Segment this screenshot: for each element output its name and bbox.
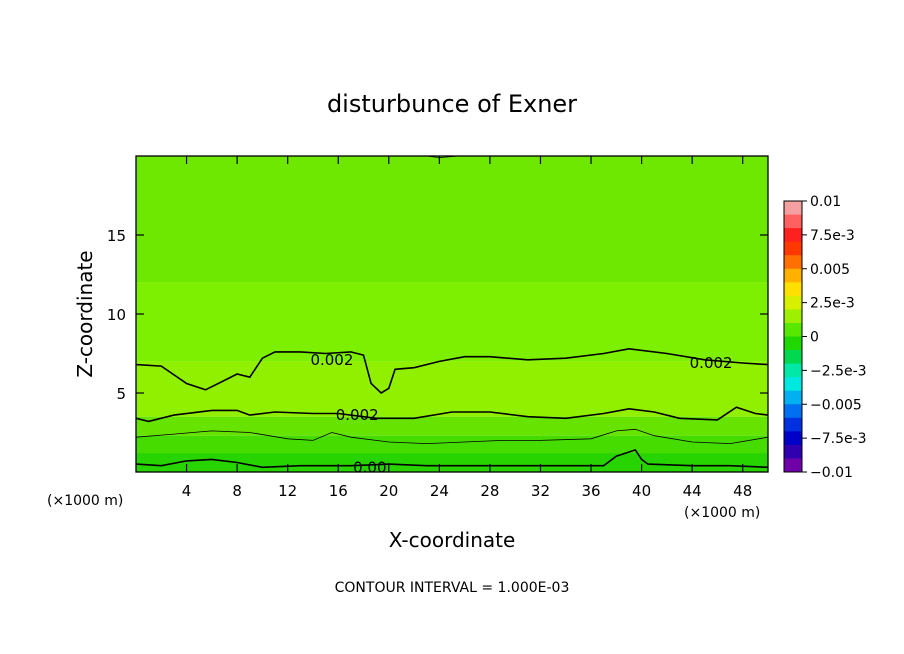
colorbar-swatch	[784, 390, 802, 405]
colorbar-swatch	[784, 363, 802, 378]
contour-line-0	[136, 347, 768, 395]
field-band-2	[136, 361, 768, 417]
x-tick-label: 40	[632, 482, 651, 500]
x-tick-label: 12	[278, 482, 297, 500]
x-tick-label: 4	[182, 482, 192, 500]
chart-title: disturbunce of Exner	[327, 90, 577, 118]
x-tick-label: 16	[329, 482, 348, 500]
contour-lines	[136, 156, 768, 469]
x-tick-label: 24	[430, 482, 449, 500]
x-tick-label: 48	[733, 482, 752, 500]
x-axis-unit-left: (×1000 m)	[47, 493, 123, 509]
colorbar-swatch	[784, 241, 802, 256]
colorbar-swatch	[784, 350, 802, 364]
colorbar-swatch	[784, 417, 802, 432]
colorbar-swatch	[784, 201, 802, 215]
x-tick-label: 20	[379, 482, 398, 500]
colorbar-swatch	[784, 458, 802, 473]
x-tick-label: 32	[531, 482, 550, 500]
colorbar-tick-label: −0.01	[810, 465, 853, 481]
colorbar-swatch	[784, 431, 802, 446]
colorbar-tick-label: −7.5e-3	[810, 431, 867, 447]
x-axis-unit-right: (×1000 m)	[684, 505, 760, 521]
colorbar-tick-label: 7.5e-3	[810, 228, 855, 244]
y-axis-label: Z-coordinate	[73, 250, 97, 377]
field-band-0	[136, 156, 768, 283]
y-tick-label: 10	[107, 306, 126, 324]
colorbar-swatch	[784, 322, 802, 337]
colorbar-swatch	[784, 268, 802, 283]
contour-line-3	[136, 448, 768, 469]
contour-label-2: 0.002	[336, 406, 379, 424]
field-band-4	[136, 435, 768, 454]
y-tick-label: 5	[116, 385, 126, 403]
x-tick-label: 44	[683, 482, 702, 500]
x-axis-label: X-coordinate	[389, 528, 516, 552]
colorbar-tick-label: 0.01	[810, 194, 841, 210]
contour-label-0: 0.002	[310, 351, 353, 369]
x-axis: 4 8 12 16 20 24 28 32 36 40 44 48	[182, 156, 752, 500]
y-axis: 5 10 15	[107, 227, 768, 403]
colorbar-swatch	[784, 295, 802, 310]
colorbar-swatch	[784, 377, 802, 392]
x-tick-label: 8	[232, 482, 242, 500]
x-tick-label: 36	[581, 482, 600, 500]
field-band-1	[136, 282, 768, 362]
colorbar-tick-label: 0.005	[810, 262, 850, 278]
colorbar-swatch	[784, 444, 802, 459]
colorbar-swatch	[784, 282, 802, 297]
heatmap-field	[136, 156, 768, 472]
colorbar-swatch	[784, 309, 802, 324]
contour-label-1: 0.002	[690, 354, 733, 372]
contour-line-1	[136, 406, 768, 423]
colorbar-swatch	[784, 404, 802, 419]
colorbar-swatch	[784, 214, 802, 229]
colorbar: 0.01 7.5e-3 0.005 2.5e-3 0 −2.5e-3 −0.005 −7.5e…	[783, 194, 867, 481]
y-tick-label: 15	[107, 227, 126, 245]
colorbar-tick-label: −0.005	[810, 397, 862, 413]
field-band-5	[136, 453, 768, 472]
colorbar-swatch	[784, 228, 802, 243]
colorbar-tick-label: 0	[810, 330, 819, 346]
colorbar-swatch	[784, 255, 802, 270]
contour-interval-note: CONTOUR INTERVAL = 1.000E-03	[335, 580, 570, 596]
contour-line-2	[136, 428, 768, 445]
x-tick-label: 28	[480, 482, 499, 500]
colorbar-swatch	[784, 336, 802, 351]
contour-label-3: 0.00	[353, 458, 386, 476]
field-band-3	[136, 416, 768, 436]
colorbar-tick-label: −2.5e-3	[810, 363, 867, 379]
colorbar-tick-label: 2.5e-3	[810, 296, 855, 312]
